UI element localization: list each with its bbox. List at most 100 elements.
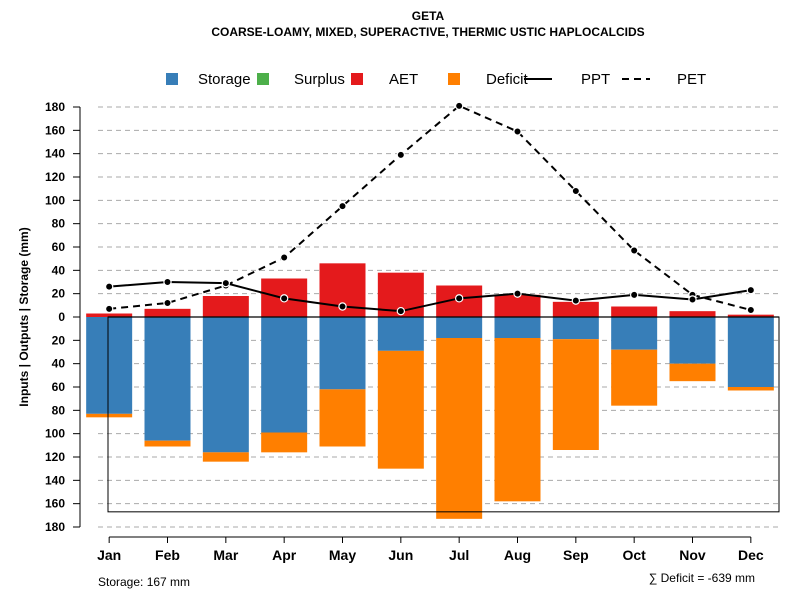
deficit-bar (727, 387, 774, 391)
ppt-point (513, 289, 522, 298)
pet-point (746, 305, 756, 315)
y-tick-label: 180 (45, 100, 65, 114)
aet-bar (494, 294, 541, 317)
legend-swatch-aet (351, 73, 363, 85)
y-tick-label: 100 (45, 193, 65, 207)
y-tick-label: 60 (52, 380, 66, 394)
legend-swatch-deficit (448, 73, 460, 85)
y-tick-label: 20 (52, 333, 66, 347)
deficit-bar (611, 349, 658, 406)
aet-bar (202, 296, 249, 317)
deficit-bar (319, 389, 366, 447)
x-tick-label: Mar (213, 547, 238, 563)
x-tick-label: Feb (155, 547, 180, 563)
x-tick-label: Dec (738, 547, 764, 563)
y-tick-label: 180 (45, 520, 65, 534)
deficit-bar (552, 339, 599, 450)
lines (104, 101, 756, 316)
pet-point (629, 246, 639, 255)
aet-bar (552, 301, 599, 317)
legend-label-surplus: Surplus (294, 71, 345, 88)
pet-point (454, 101, 464, 111)
y-tick-label: 80 (52, 403, 66, 417)
storage-bar (611, 317, 658, 350)
bars (86, 263, 774, 519)
storage-bar (319, 317, 366, 390)
storage-capacity-box (107, 316, 780, 513)
pet-point (163, 298, 172, 308)
storage-bar (144, 317, 191, 441)
ppt-point (688, 295, 697, 304)
deficit-bar (494, 338, 541, 502)
pet-point (571, 186, 581, 196)
ppt-point (571, 296, 581, 305)
deficit-bar (261, 432, 308, 453)
y-tick-label: 40 (52, 357, 66, 371)
ppt-point (279, 294, 289, 303)
y-tick-label: 140 (45, 473, 65, 487)
aet-bar (611, 306, 658, 317)
pet-point (396, 150, 406, 160)
deficit-bar (377, 350, 424, 469)
x-tick-label: Nov (679, 547, 706, 563)
x-tick-label: Sep (563, 547, 589, 563)
pet-line (109, 104, 752, 311)
storage-bar (436, 317, 483, 338)
aet-bar (669, 311, 716, 317)
x-tick-label: Oct (622, 547, 646, 563)
legend-swatch-surplus (257, 73, 269, 85)
chart-title: GETA (412, 9, 445, 23)
deficit-bar (436, 338, 483, 519)
axes: 180 160 140 120 100 80 60 40 20 0 20 40 60 80 100 120 14… (45, 100, 764, 563)
storage-bar (552, 317, 599, 340)
deficit-note: ∑ Deficit = -639 mm (649, 571, 755, 585)
ppt-point (454, 294, 464, 303)
aet-bar (86, 313, 133, 317)
legend: Storage Surplus AET Deficit PPT PET (166, 71, 706, 88)
ppt-point (221, 278, 231, 288)
legend-label-aet: AET (389, 71, 418, 88)
x-tick-label: May (329, 547, 356, 563)
storage-bar (261, 317, 308, 433)
y-tick-label: 20 (52, 287, 66, 301)
deficit-bar (86, 413, 133, 418)
y-tick-label: 40 (52, 263, 66, 277)
y-tick-label: 60 (52, 240, 66, 254)
storage-bar (202, 317, 249, 453)
y-tick-label: 160 (45, 497, 65, 511)
pet-point (338, 201, 347, 211)
pet-point (513, 127, 522, 136)
ppt-point (629, 290, 639, 300)
ppt-line (109, 280, 751, 313)
storage-bar (86, 317, 133, 414)
y-tick-label: 140 (45, 147, 65, 161)
y-tick-label: 100 (45, 427, 65, 441)
storage-note: Storage: 167 mm (98, 575, 190, 589)
y-axis-title: Inputs | Outputs | Storage (mm) (17, 227, 31, 406)
storage-bar (377, 317, 424, 351)
storage-bar (494, 317, 541, 338)
aet-bar (727, 314, 774, 317)
aet-bar (144, 308, 191, 317)
x-tick-label: Jan (97, 547, 121, 563)
x-tick-label: Jun (388, 547, 413, 563)
y-tick-label: 0 (58, 310, 65, 324)
legend-label-storage: Storage (198, 71, 251, 88)
ppt-point (396, 306, 406, 316)
y-tick-label: 80 (52, 217, 66, 231)
deficit-bar (144, 440, 191, 447)
x-tick-label: Aug (504, 547, 531, 563)
ppt-point (163, 277, 172, 287)
ppt-point (746, 285, 756, 295)
deficit-bar (669, 363, 716, 382)
y-tick-label: 120 (45, 170, 65, 184)
chart-subtitle: COARSE-LOAMY, MIXED, SUPERACTIVE, THERMI… (211, 25, 644, 39)
storage-bar (727, 317, 774, 387)
deficit-bar (202, 452, 249, 462)
ppt-point (104, 282, 114, 291)
y-tick-label: 120 (45, 450, 65, 464)
legend-label-ppt: PPT (581, 71, 610, 88)
pet-point (279, 253, 289, 262)
legend-swatch-storage (166, 73, 178, 85)
